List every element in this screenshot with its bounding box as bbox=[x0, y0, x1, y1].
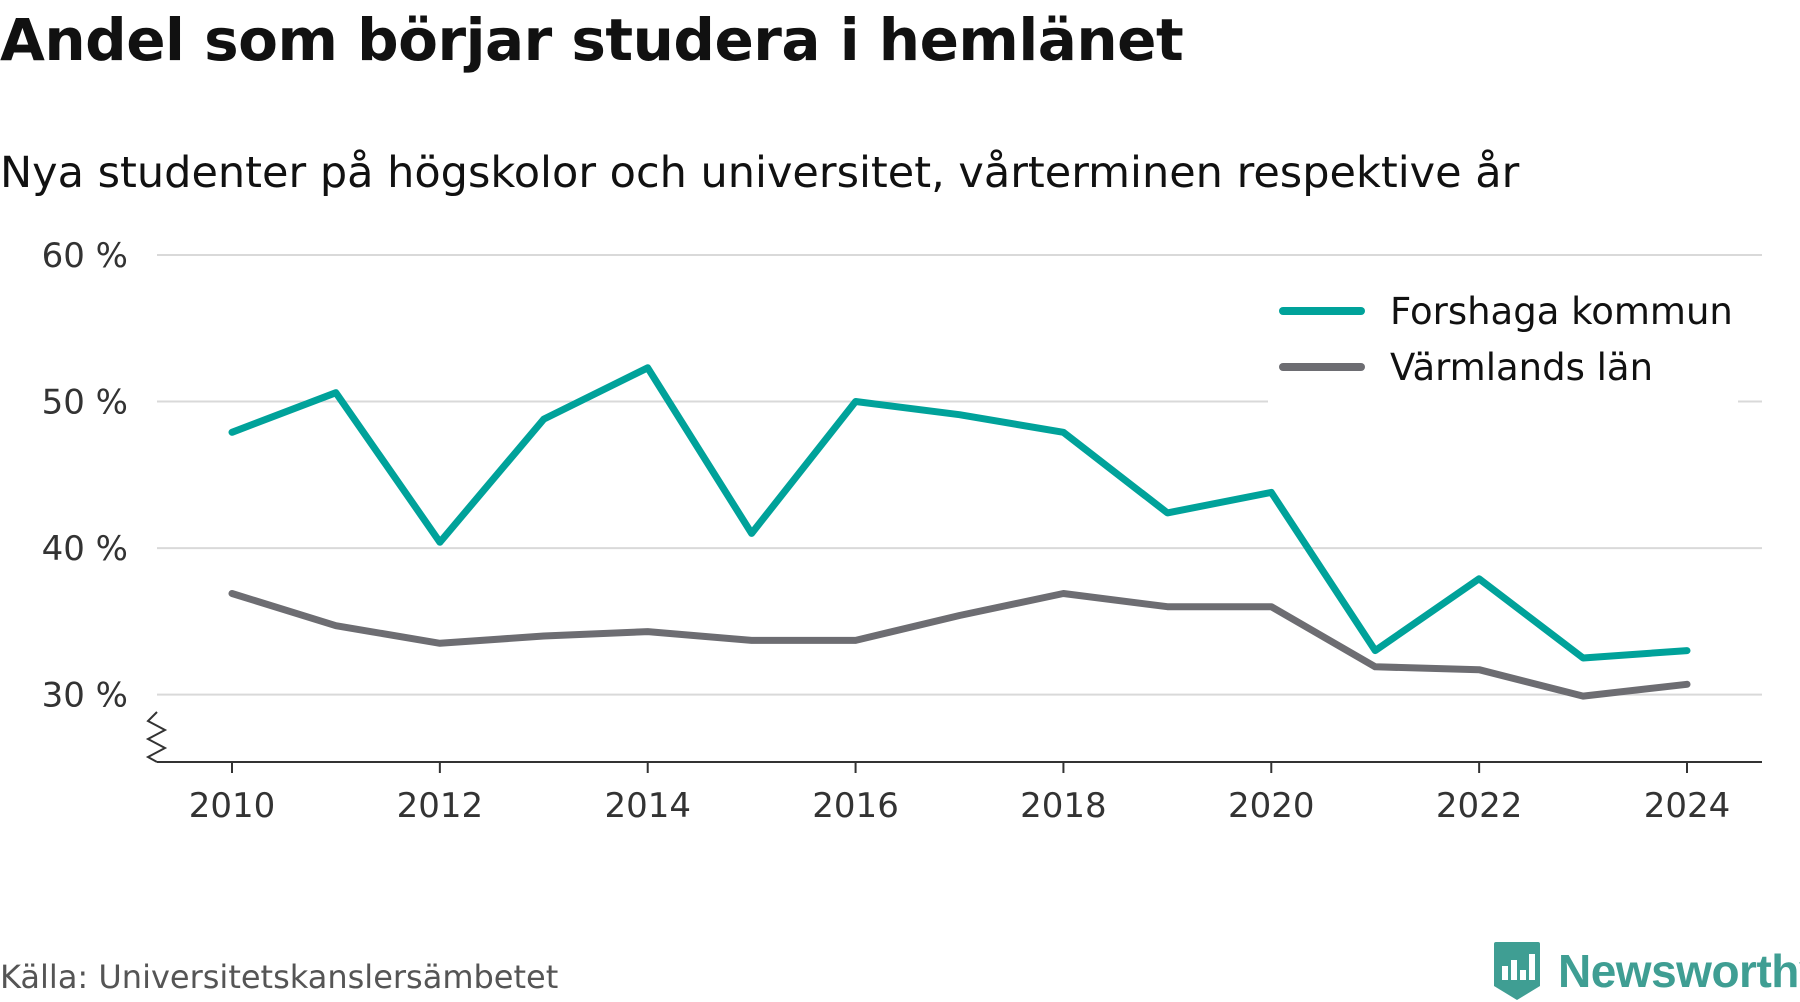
x-tick-label: 2018 bbox=[1020, 786, 1107, 826]
source-note: Källa: Universitetskanslersämbetet bbox=[0, 958, 559, 996]
y-tick-label: 50 % bbox=[42, 383, 128, 423]
legend: Forshaga kommun Värmlands län bbox=[1268, 285, 1738, 403]
x-axis-tick-labels: 2010 2012 2014 2016 2018 2020 2022 2024 bbox=[189, 786, 1731, 826]
x-axis bbox=[145, 711, 1762, 773]
chart-title: Andel som börjar studera i hemlänet bbox=[0, 6, 1184, 74]
legend-box bbox=[1268, 285, 1738, 403]
legend-label: Forshaga kommun bbox=[1390, 290, 1733, 333]
axis-break-icon bbox=[145, 711, 168, 763]
series-line bbox=[228, 364, 1691, 662]
series-line bbox=[228, 590, 1691, 700]
x-tick-label: 2020 bbox=[1228, 786, 1315, 826]
y-tick-label: 40 % bbox=[42, 529, 128, 569]
chart-subtitle: Nya studenter på högskolor och universit… bbox=[0, 148, 1520, 198]
x-tick-label: 2016 bbox=[812, 786, 899, 826]
newsworthy-logo-icon bbox=[1494, 942, 1540, 1000]
x-tick-label: 2014 bbox=[604, 786, 691, 826]
legend-label: Värmlands län bbox=[1390, 346, 1653, 389]
series-lines bbox=[228, 364, 1691, 700]
brand-name: Newsworthy bbox=[1558, 945, 1800, 997]
y-axis-tick-labels: 30 % 40 % 50 % 60 % bbox=[42, 236, 128, 716]
x-tick-label: 2024 bbox=[1644, 786, 1731, 826]
y-tick-label: 60 % bbox=[42, 236, 128, 276]
x-tick-label: 2022 bbox=[1436, 786, 1523, 826]
x-tick-label: 2010 bbox=[189, 786, 276, 826]
x-tick-label: 2012 bbox=[397, 786, 484, 826]
y-tick-label: 30 % bbox=[42, 676, 128, 716]
brand-logo: Newsworthy bbox=[1492, 940, 1800, 1002]
